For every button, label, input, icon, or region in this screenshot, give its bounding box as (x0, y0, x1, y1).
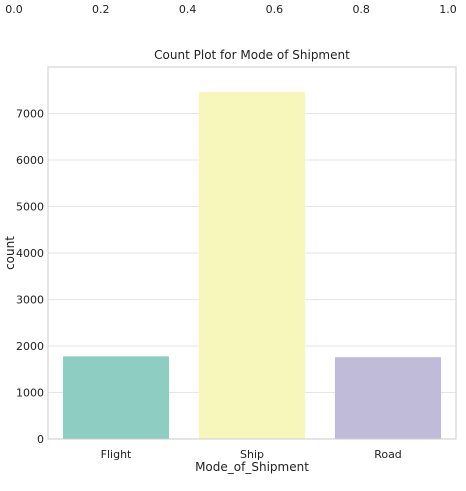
y-tick-label: 3000 (16, 294, 44, 307)
x-tick-label: Flight (101, 448, 132, 461)
y-tick-label: 4000 (16, 247, 44, 260)
y-axis-label: count (3, 236, 17, 270)
plot-frame (47, 66, 457, 440)
bars (62, 92, 442, 439)
top-axis-tick-label: 0.2 (92, 3, 110, 16)
y-tick-label: 7000 (16, 108, 44, 121)
top-axis-tick-label: 0.6 (266, 3, 284, 16)
x-tick-label: Road (374, 448, 402, 461)
top-axis-tick-label: 0.0 (5, 3, 23, 16)
y-tick-label: 1000 (16, 387, 44, 400)
top-axis: 0.0 0.2 0.4 0.6 0.8 1.0 (5, 3, 457, 16)
top-axis-tick-label: 0.8 (352, 3, 370, 16)
y-axis-ticks: 0 1000 2000 3000 4000 5000 6000 7000 (16, 108, 44, 447)
x-axis-ticks: Flight Ship Road (101, 448, 402, 461)
top-axis-tick-label: 0.4 (179, 3, 197, 16)
bar-road (334, 357, 442, 439)
y-tick-label: 5000 (16, 201, 44, 214)
bar-ship (198, 92, 306, 439)
y-tick-label: 6000 (16, 154, 44, 167)
y-tick-label: 2000 (16, 340, 44, 353)
top-axis-tick-label: 1.0 (439, 3, 457, 16)
x-axis-label: Mode_of_Shipment (195, 460, 309, 474)
y-tick-label: 0 (37, 433, 44, 446)
bar-flight (62, 356, 170, 439)
chart-title: Count Plot for Mode of Shipment (154, 48, 350, 62)
x-tick-label: Ship (240, 448, 264, 461)
